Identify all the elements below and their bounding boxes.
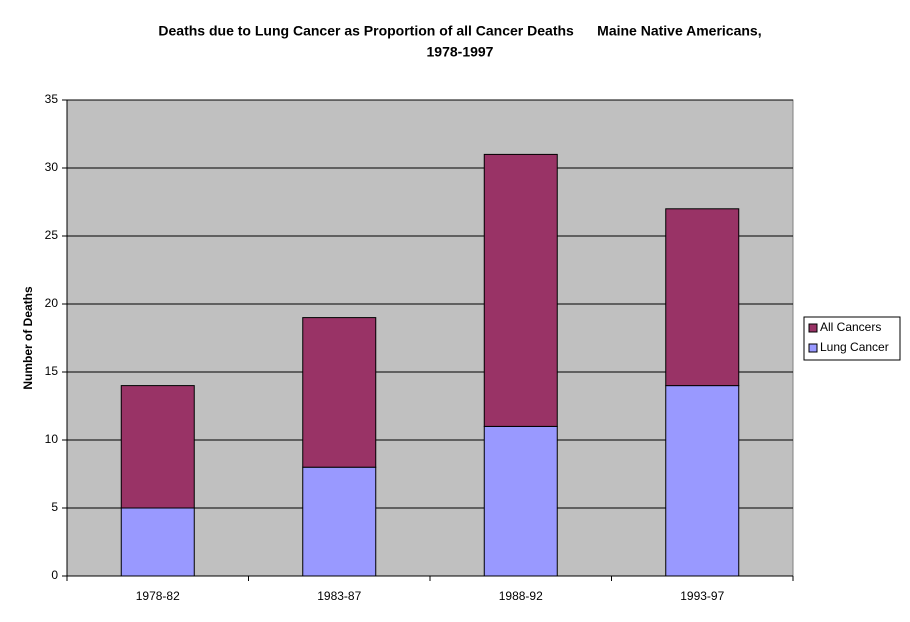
x-tick-label: 1988-92 <box>499 589 543 603</box>
legend-swatch <box>808 323 818 333</box>
bar-segment <box>302 317 377 468</box>
y-axis-label: Number of Deaths <box>21 286 35 390</box>
x-tick-label: 1978-82 <box>136 589 180 603</box>
y-tick-label: 15 <box>45 364 59 378</box>
bar-segment <box>665 208 740 387</box>
legend-swatch <box>808 343 818 353</box>
y-tick-label: 5 <box>51 500 58 514</box>
y-tick-label: 20 <box>45 296 59 310</box>
bar-segment <box>483 425 558 577</box>
y-tick-label: 0 <box>51 568 58 582</box>
y-tick-label: 10 <box>45 432 59 446</box>
legend-label: All Cancers <box>820 320 881 334</box>
bar-segment <box>483 153 558 427</box>
legend <box>803 316 901 361</box>
legend-label: Lung Cancer <box>820 340 889 354</box>
y-tick-label: 30 <box>45 160 59 174</box>
y-tick-label: 35 <box>45 92 59 106</box>
bar-segment <box>120 385 195 509</box>
bar-segment <box>302 466 377 577</box>
chart-title: Deaths due to Lung Cancer as Proportion … <box>158 23 761 39</box>
chart-title: 1978-1997 <box>427 44 494 60</box>
bar-segment <box>120 507 195 577</box>
x-tick-label: 1993-97 <box>680 589 724 603</box>
x-tick-label: 1983-87 <box>317 589 361 603</box>
y-tick-label: 25 <box>45 228 59 242</box>
bar-segment <box>665 385 740 577</box>
